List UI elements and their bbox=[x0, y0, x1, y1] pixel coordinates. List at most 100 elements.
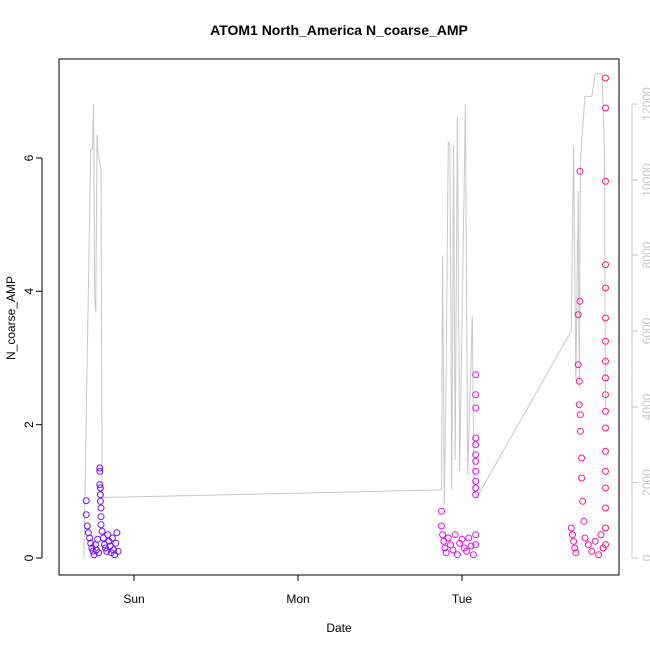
data-point bbox=[602, 447, 609, 455]
data-point bbox=[467, 542, 475, 550]
data-point bbox=[472, 391, 480, 399]
data-point bbox=[96, 467, 104, 475]
data-point bbox=[597, 531, 605, 539]
data-point bbox=[472, 531, 480, 539]
data-point bbox=[112, 539, 120, 547]
data-point bbox=[571, 544, 579, 552]
data-point bbox=[588, 547, 596, 555]
data-point bbox=[99, 534, 107, 542]
data-point bbox=[472, 477, 480, 485]
data-point bbox=[472, 484, 480, 492]
data-point bbox=[602, 541, 609, 549]
right-axis-tick-label: 0 bbox=[640, 554, 650, 561]
data-point bbox=[106, 542, 114, 550]
data-point bbox=[440, 537, 448, 545]
y-tick-label: 4 bbox=[22, 288, 36, 295]
data-point bbox=[113, 529, 121, 537]
data-point bbox=[87, 539, 95, 547]
data-point bbox=[453, 551, 461, 559]
data-point bbox=[602, 374, 609, 382]
data-point bbox=[576, 411, 584, 419]
data-point bbox=[449, 546, 457, 554]
data-point bbox=[584, 541, 592, 549]
data-point bbox=[578, 474, 586, 482]
data-point bbox=[96, 484, 104, 492]
data-point bbox=[569, 531, 576, 539]
data-point bbox=[472, 491, 480, 499]
data-point bbox=[438, 522, 445, 530]
data-point bbox=[463, 547, 471, 555]
data-point bbox=[602, 424, 609, 432]
data-point bbox=[602, 314, 609, 322]
data-point bbox=[575, 401, 583, 409]
data-point bbox=[465, 534, 473, 542]
data-point bbox=[97, 521, 105, 529]
data-point bbox=[472, 541, 480, 549]
right-axis-tick-label: 4000 bbox=[640, 393, 650, 420]
data-point bbox=[96, 497, 104, 505]
y-tick-label: 0 bbox=[22, 554, 36, 561]
data-point bbox=[110, 546, 117, 554]
data-point bbox=[442, 549, 450, 557]
data-point bbox=[108, 534, 116, 542]
data-point bbox=[595, 551, 603, 559]
data-point bbox=[472, 457, 480, 465]
right-axis-tick-label: 2000 bbox=[640, 469, 650, 496]
data-point bbox=[458, 535, 466, 543]
data-point bbox=[574, 361, 582, 369]
data-point bbox=[83, 522, 91, 530]
data-point bbox=[439, 531, 447, 539]
data-point bbox=[96, 491, 104, 499]
data-point bbox=[576, 167, 584, 175]
x-axis-label: Date bbox=[326, 621, 352, 635]
data-point bbox=[580, 517, 588, 525]
data-point bbox=[602, 484, 609, 492]
data-point bbox=[581, 534, 589, 542]
data-point bbox=[84, 529, 92, 537]
data-point bbox=[114, 547, 122, 555]
data-point bbox=[472, 451, 480, 459]
y-tick-label: 2 bbox=[22, 421, 36, 428]
data-point bbox=[570, 537, 578, 545]
data-point bbox=[602, 104, 609, 112]
data-point bbox=[602, 524, 609, 532]
data-point bbox=[575, 377, 583, 385]
data-point bbox=[102, 544, 109, 552]
data-point bbox=[96, 464, 104, 472]
right-axis-tick-label: 10000 bbox=[640, 163, 650, 197]
data-point bbox=[97, 504, 105, 512]
data-point bbox=[591, 537, 599, 545]
scatter-points-layer bbox=[82, 74, 609, 559]
data-point bbox=[576, 297, 584, 305]
right-axis-line-layer bbox=[83, 73, 606, 559]
data-point bbox=[472, 404, 480, 412]
data-point bbox=[472, 441, 480, 449]
data-point bbox=[444, 534, 452, 542]
data-point bbox=[602, 407, 609, 415]
data-point bbox=[574, 311, 582, 319]
data-point bbox=[572, 549, 580, 557]
data-point bbox=[441, 544, 449, 552]
data-point bbox=[602, 391, 609, 399]
data-point bbox=[472, 434, 480, 442]
data-point bbox=[602, 357, 609, 365]
data-point bbox=[456, 539, 464, 547]
data-point bbox=[576, 427, 584, 435]
x-tick-label: Sun bbox=[123, 592, 144, 606]
right-axis-tick-label: 6000 bbox=[640, 317, 650, 344]
data-point bbox=[82, 511, 90, 519]
data-point bbox=[438, 507, 445, 515]
data-point bbox=[578, 454, 586, 462]
data-point bbox=[602, 177, 609, 185]
data-point bbox=[579, 497, 587, 505]
chart-title: ATOM1 North_America N_coarse_AMP bbox=[210, 22, 468, 38]
data-point bbox=[451, 531, 459, 539]
x-tick-label: Tue bbox=[452, 592, 473, 606]
data-point bbox=[602, 467, 609, 475]
data-point bbox=[472, 371, 480, 379]
data-point bbox=[103, 547, 111, 555]
data-point bbox=[469, 551, 477, 559]
